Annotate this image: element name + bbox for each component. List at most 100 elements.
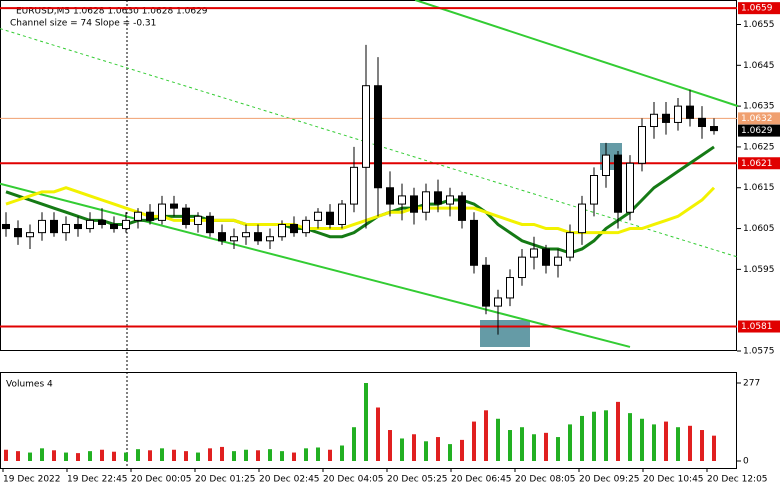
level-label: 1.0659: [741, 4, 773, 14]
candle-body: [362, 85, 370, 168]
volume-bar: [448, 444, 452, 461]
candle-body: [662, 113, 670, 123]
candle-body: [542, 248, 550, 266]
volume-bar: [136, 449, 140, 461]
candle-body: [470, 219, 478, 266]
volume-bar: [544, 432, 548, 461]
level-tag: [738, 112, 780, 125]
volume-bar: [592, 411, 596, 461]
channel-line: [414, 0, 739, 108]
candle-body: [158, 203, 166, 221]
x-tick-label: 20 Dec 05:25: [387, 475, 448, 485]
candle-body: [74, 223, 82, 230]
candle-body: [38, 219, 46, 234]
candle-body: [530, 248, 538, 258]
y-tick-label: 1.0605: [743, 224, 775, 234]
candle-body: [290, 223, 298, 234]
candle-body: [458, 195, 466, 221]
volume-bar: [304, 448, 308, 461]
candle-body: [494, 297, 502, 307]
level-label: 1.0632: [741, 114, 773, 124]
volume-bar: [436, 437, 440, 461]
x-tick-label: 19 Dec 2022: [3, 475, 61, 485]
candle-body: [554, 256, 562, 266]
volume-bar: [40, 448, 44, 461]
chart-subtitle: Channel size = 74 Slope = -0.31: [10, 19, 156, 29]
level-tag: [738, 157, 780, 170]
x-tick-label: 19 Dec 22:45: [67, 475, 128, 485]
chart-header: EURUSD,M5 1.0628 1.0630 1.0628 1.0629: [16, 7, 208, 17]
level-tag: [738, 320, 780, 333]
candle-body: [566, 232, 574, 258]
volume-bar: [364, 383, 368, 461]
volume-bar: [676, 427, 680, 461]
volume-bar: [520, 427, 524, 461]
y-tick-label: 0: [743, 457, 749, 467]
candle-body: [398, 195, 406, 205]
volume-bar: [88, 451, 92, 461]
volume-bar: [184, 451, 188, 461]
volume-bar: [220, 446, 224, 461]
y-tick-label: 1.0635: [743, 102, 775, 112]
candle-body: [2, 223, 10, 230]
candle-body: [650, 113, 658, 128]
volume-bar: [388, 430, 392, 461]
volume-bar: [556, 437, 560, 461]
volume-bar: [28, 452, 32, 461]
x-tick-label: 20 Dec 12:05: [707, 475, 768, 485]
candle-body: [686, 105, 694, 119]
x-tick-label: 20 Dec 04:05: [323, 475, 384, 485]
volume-bar: [616, 401, 620, 461]
candle-body: [206, 215, 214, 234]
candle-body: [518, 256, 526, 279]
volume-bar: [208, 448, 212, 461]
volume-bar: [352, 427, 356, 461]
candle-body: [98, 219, 106, 225]
price-panel: [0, 0, 737, 351]
volume-bar: [688, 425, 692, 461]
volume-bar: [376, 407, 380, 461]
volume-bar: [76, 453, 80, 461]
candle-body: [374, 85, 382, 189]
candle-body: [182, 207, 190, 225]
candle-body: [338, 203, 346, 225]
volume-bar: [16, 451, 20, 461]
volume-bar: [340, 445, 344, 461]
candle-body: [14, 228, 22, 238]
volume-bar: [460, 439, 464, 461]
candle-body: [170, 203, 178, 209]
x-tick-label: 20 Dec 06:45: [451, 475, 512, 485]
volume-bar: [100, 449, 104, 461]
x-tick-label: 20 Dec 02:45: [259, 475, 320, 485]
candle-body: [638, 126, 646, 164]
candle-body: [350, 166, 358, 205]
volume-bar: [244, 449, 248, 461]
candle-body: [134, 211, 142, 221]
volume-bar: [112, 451, 116, 461]
moving-average: [5, 186, 716, 235]
price-tag: [738, 124, 780, 137]
volume-title: Volumes 4: [6, 380, 53, 390]
channel-line: [0, 182, 631, 348]
volume-bar: [604, 410, 608, 461]
candle-body: [254, 232, 262, 242]
volume-bar: [52, 450, 56, 461]
volume-bar: [172, 449, 176, 461]
candle-body: [506, 277, 514, 299]
candle-body: [602, 154, 610, 176]
candle-body: [278, 223, 286, 238]
volume-bar: [328, 449, 332, 461]
volume-bar: [640, 418, 644, 461]
candle-body: [674, 105, 682, 123]
highlight-box: [480, 320, 530, 347]
candle-body: [302, 219, 310, 234]
volume-bar: [484, 410, 488, 461]
x-tick-label: 20 Dec 00:05: [131, 475, 192, 485]
volume-bar: [472, 421, 476, 461]
candle-body: [614, 154, 622, 213]
y-tick-label: 1.0645: [743, 61, 775, 71]
volume-bar: [256, 450, 260, 461]
volume-bar: [268, 449, 272, 461]
x-tick-label: 20 Dec 08:05: [515, 475, 576, 485]
x-tick-label: 20 Dec 01:25: [195, 475, 256, 485]
